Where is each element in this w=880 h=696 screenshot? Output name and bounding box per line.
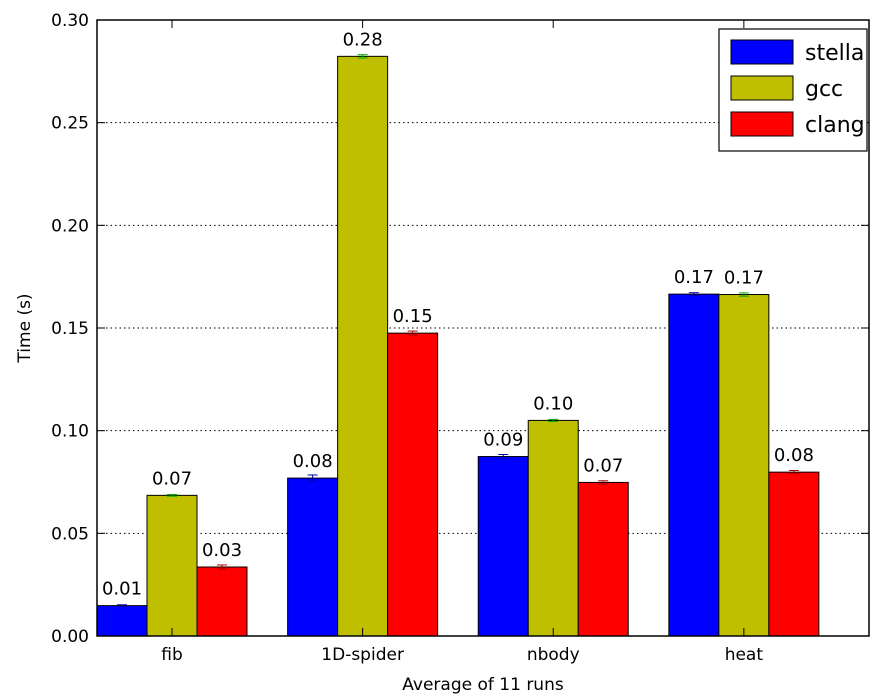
bar-stella-nbody	[477, 456, 529, 637]
x-tick-label: 1D-spider	[321, 645, 404, 665]
data-label: 0.17	[724, 268, 764, 289]
bar-gcc-heat	[718, 294, 770, 637]
x-tick-label: heat	[725, 645, 764, 665]
legend-swatch-stella	[730, 39, 794, 65]
legend: stella gcc clang	[718, 28, 868, 152]
legend-swatch-clang	[730, 111, 794, 137]
data-label: 0.07	[583, 455, 623, 476]
bar-stella-1D-spider	[287, 477, 339, 637]
bar-clang-nbody	[577, 481, 629, 637]
x-axis-label: Average of 11 runs	[402, 675, 564, 695]
data-label: 0.28	[343, 29, 383, 50]
y-tick-label: 0.30	[51, 11, 89, 31]
error-bars	[117, 54, 799, 607]
bar-clang-fib	[196, 566, 248, 637]
bar-gcc-1D-spider	[337, 55, 389, 637]
bar-gcc-fib	[146, 494, 198, 637]
bar-gcc-nbody	[527, 419, 579, 637]
y-axis-label: Time (s)	[15, 293, 35, 363]
data-label: 0.15	[393, 306, 433, 327]
data-label: 0.08	[774, 445, 814, 466]
y-tick-label: 0.15	[51, 319, 89, 339]
y-tick-label: 0.05	[51, 524, 89, 544]
bar-clang-1D-spider	[387, 332, 439, 637]
y-axis-ticks: 0.00 0.05 0.10 0.15 0.20 0.25 0.30	[51, 11, 869, 647]
y-tick-label: 0.10	[51, 422, 89, 442]
data-labels: 0.01 0.07 0.03 0.08 0.28 0.15 0.09 0.10 0.07 0.17…	[102, 29, 814, 599]
legend-swatch-gcc	[730, 75, 794, 101]
data-label: 0.01	[102, 579, 142, 600]
legend-label: clang	[805, 113, 865, 138]
bars	[96, 55, 820, 637]
data-label: 0.08	[293, 451, 333, 472]
y-tick-label: 0.00	[51, 627, 89, 647]
x-axis-ticks: fib 1D-spider nbody heat	[161, 20, 763, 665]
bar-stella-heat	[668, 293, 720, 637]
x-tick-label: fib	[161, 645, 183, 665]
bar-stella-fib	[96, 605, 148, 637]
legend-label: gcc	[805, 77, 843, 102]
bar-clang-heat	[768, 471, 820, 637]
y-tick-label: 0.20	[51, 216, 89, 236]
data-label: 0.03	[202, 540, 242, 561]
data-label: 0.07	[152, 468, 192, 489]
data-label: 0.17	[674, 267, 714, 288]
data-label: 0.10	[533, 393, 573, 414]
data-label: 0.09	[483, 430, 523, 451]
y-tick-label: 0.25	[51, 114, 89, 134]
x-tick-label: nbody	[527, 645, 580, 665]
legend-label: stella	[805, 41, 864, 66]
